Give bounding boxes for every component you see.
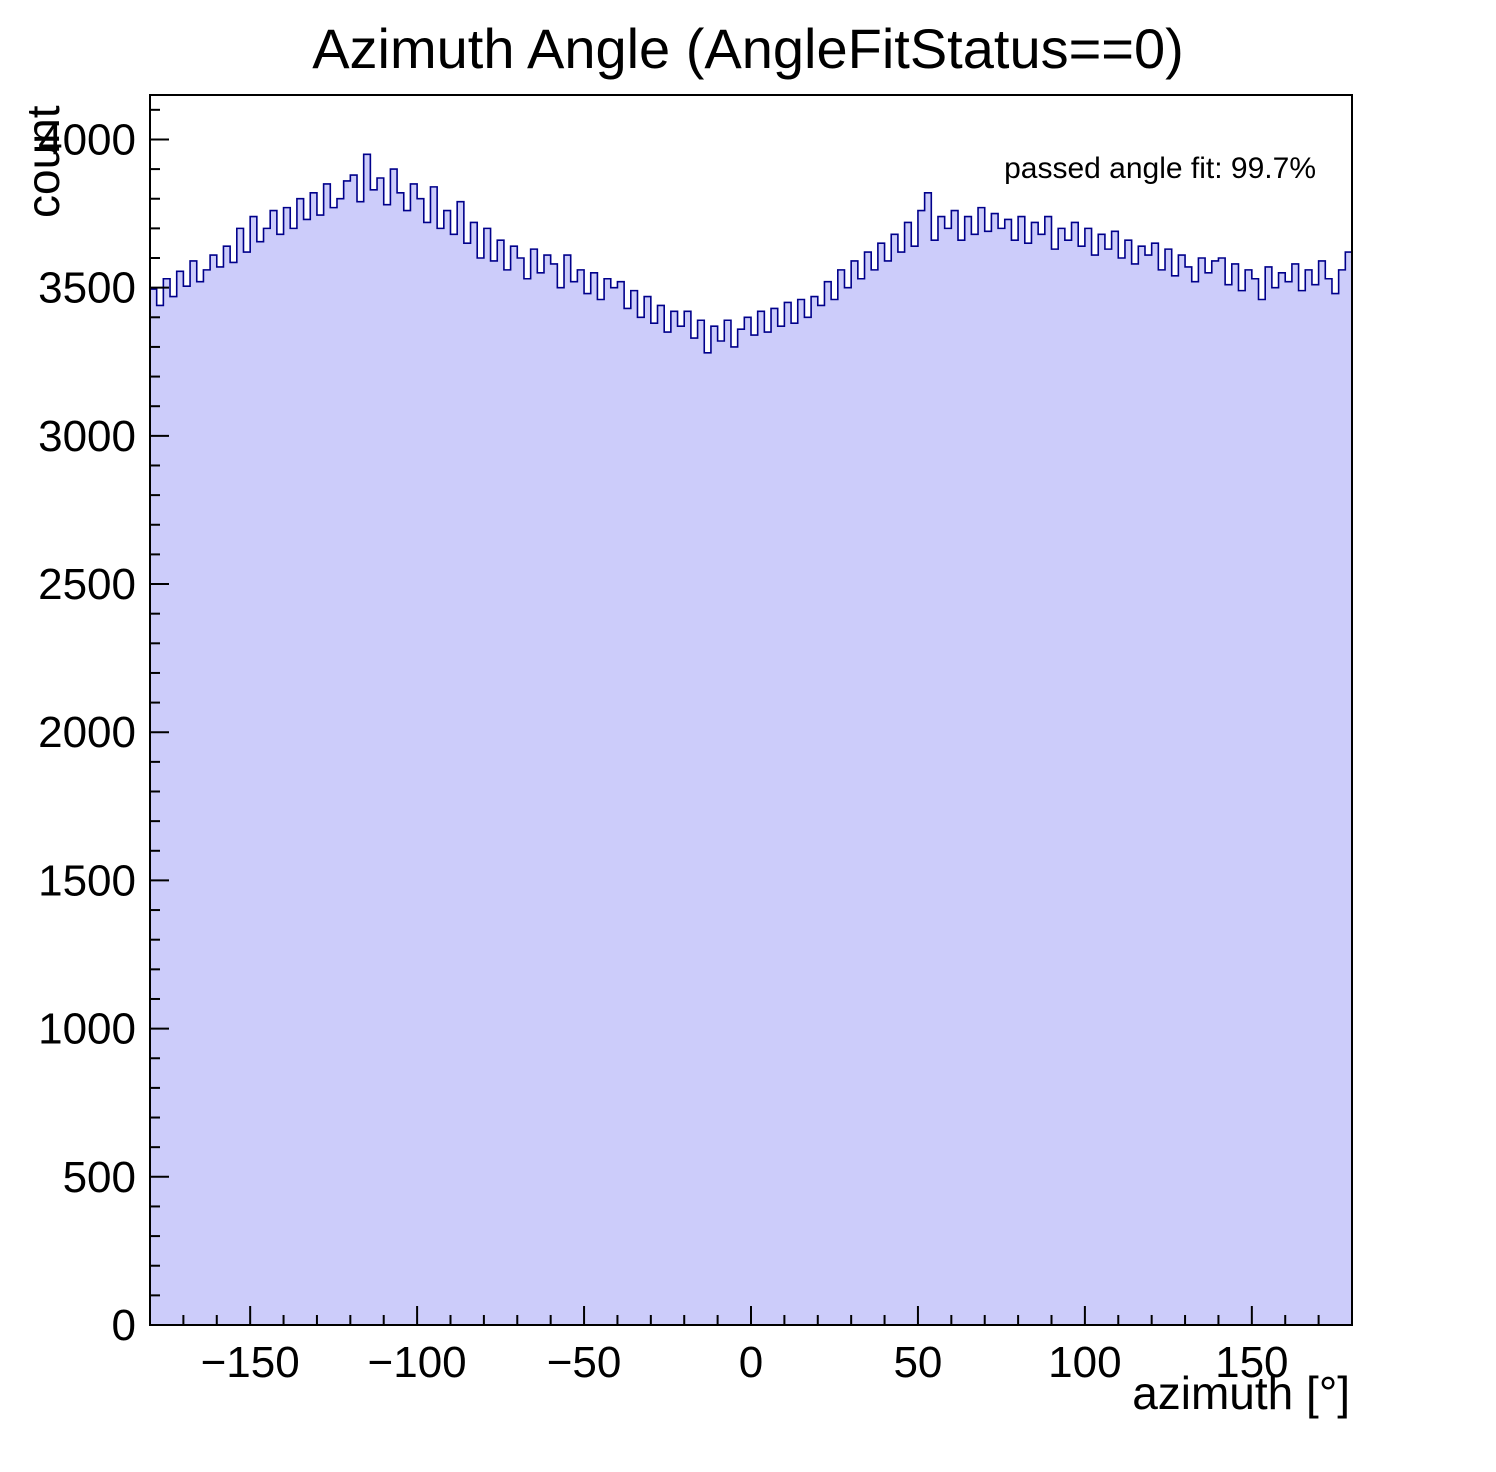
svg-text:3500: 3500: [38, 264, 136, 313]
chart-title: Azimuth Angle (AngleFitStatus==0): [312, 17, 1184, 80]
svg-text:−150: −150: [201, 1338, 300, 1387]
svg-text:3000: 3000: [38, 412, 136, 461]
svg-text:1500: 1500: [38, 856, 136, 905]
svg-text:50: 50: [893, 1338, 942, 1387]
svg-text:1000: 1000: [38, 1005, 136, 1054]
svg-text:500: 500: [63, 1153, 136, 1202]
x-axis-ticks: −150 −100 −50 0 50 100 150: [182, 1306, 1320, 1387]
y-axis-ticks: 0 500 1000 1500 2000 2500 3000 3500 4000: [38, 108, 169, 1350]
svg-text:2000: 2000: [38, 708, 136, 757]
annotation-passed-angle-fit: passed angle fit: 99.7%: [1004, 152, 1316, 185]
svg-text:100: 100: [1048, 1338, 1121, 1387]
svg-text:−100: −100: [368, 1338, 467, 1387]
svg-text:−50: −50: [547, 1338, 622, 1387]
histogram-fill: [150, 154, 1352, 1326]
svg-text:4000: 4000: [38, 115, 136, 164]
x-axis-label: azimuth [°]: [1132, 1367, 1350, 1419]
svg-text:0: 0: [112, 1301, 136, 1350]
svg-text:2500: 2500: [38, 560, 136, 609]
histogram-outline: [150, 153, 1352, 354]
svg-text:150: 150: [1215, 1338, 1288, 1387]
svg-text:0: 0: [739, 1338, 763, 1387]
